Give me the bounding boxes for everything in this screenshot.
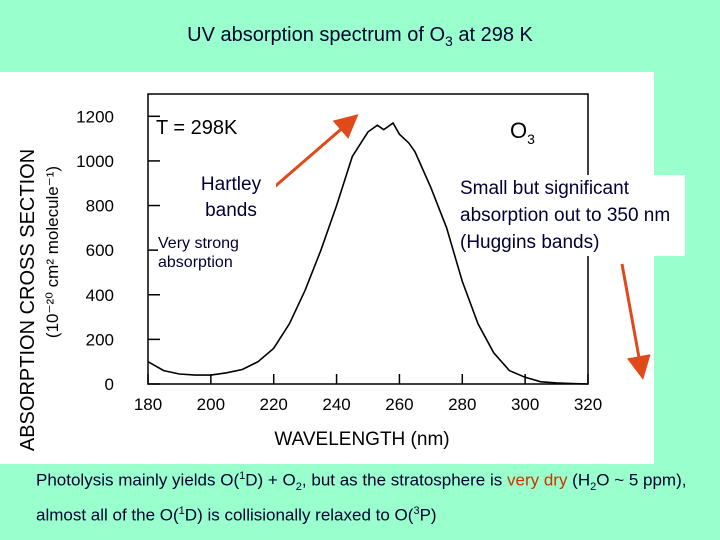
x-tick-label: 220: [260, 395, 288, 414]
caption-sub: 2: [295, 481, 302, 494]
title-subscript: 3: [445, 33, 453, 49]
y-tick-label: 1000: [76, 152, 114, 171]
caption-part: , but as the stratosphere is: [301, 470, 507, 490]
y-tick-label: 600: [86, 241, 114, 260]
species-main: O: [510, 118, 527, 143]
title-main: UV absorption spectrum of O: [187, 24, 446, 46]
huggins-arrow: [620, 263, 651, 380]
hartley-callout: Hartley bands: [186, 172, 276, 224]
spectrum-chart: 0 200 400 600 800 1000 1200 180 200 220 240 260 280…: [17, 93, 651, 451]
species-sub: 3: [527, 131, 535, 147]
species-label: O3: [510, 118, 535, 147]
caption-sub: 2: [590, 481, 597, 494]
y-axis-units: (10⁻²⁰ cm² molecule⁻¹): [43, 166, 62, 338]
caption-part: (H: [567, 470, 591, 490]
x-axis-label: WAVELENGTH (nm): [274, 429, 449, 450]
chart-figure: 0 200 400 600 800 1000 1200 180 200 220 240 260 280…: [0, 72, 654, 464]
title-tail: at 298 K: [452, 24, 533, 46]
caption-part: Photolysis mainly yields O(: [36, 470, 240, 490]
slide-title: UV absorption spectrum of O3 at 298 K: [0, 24, 720, 49]
x-tick-label: 240: [322, 395, 350, 414]
y-tick-label: 400: [86, 286, 114, 305]
caption-part: O ~ 5 ppm), almost all of the O(: [36, 470, 687, 525]
x-tick-label: 320: [574, 395, 602, 414]
y-tick-label: 0: [105, 375, 114, 394]
y-tick-label: 800: [86, 197, 114, 216]
caption-part: D) is collisionally relaxed to O(: [184, 505, 414, 525]
very-strong-callout: Very strong absorption: [158, 234, 278, 272]
caption-sup: 3: [413, 505, 420, 518]
y-tick-label: 1200: [76, 107, 114, 126]
caption-sup: 1: [239, 470, 246, 482]
x-tick-label: 280: [448, 395, 476, 414]
x-tick-label: 200: [197, 395, 225, 414]
x-tick-label: 180: [134, 395, 162, 414]
caption-sup: 1: [178, 505, 185, 518]
caption-text: Photolysis mainly yields O(1D) + O2, but…: [36, 464, 720, 528]
temperature-label: T = 298K: [156, 117, 238, 139]
x-tick-label: 300: [511, 395, 539, 414]
huggins-callout: Small but significant absorption out to …: [460, 175, 685, 256]
caption-part: D) + O: [245, 470, 296, 490]
spectrum-line: [147, 121, 589, 385]
y-axis-label: ABSORPTION CROSS SECTION: [17, 149, 39, 451]
hartley-arrow: [271, 114, 359, 191]
y-tick-label: 200: [86, 330, 114, 349]
very-dry-highlight: very dry: [506, 470, 568, 490]
x-tick-label: 260: [385, 395, 413, 414]
caption-part: P): [419, 505, 437, 525]
